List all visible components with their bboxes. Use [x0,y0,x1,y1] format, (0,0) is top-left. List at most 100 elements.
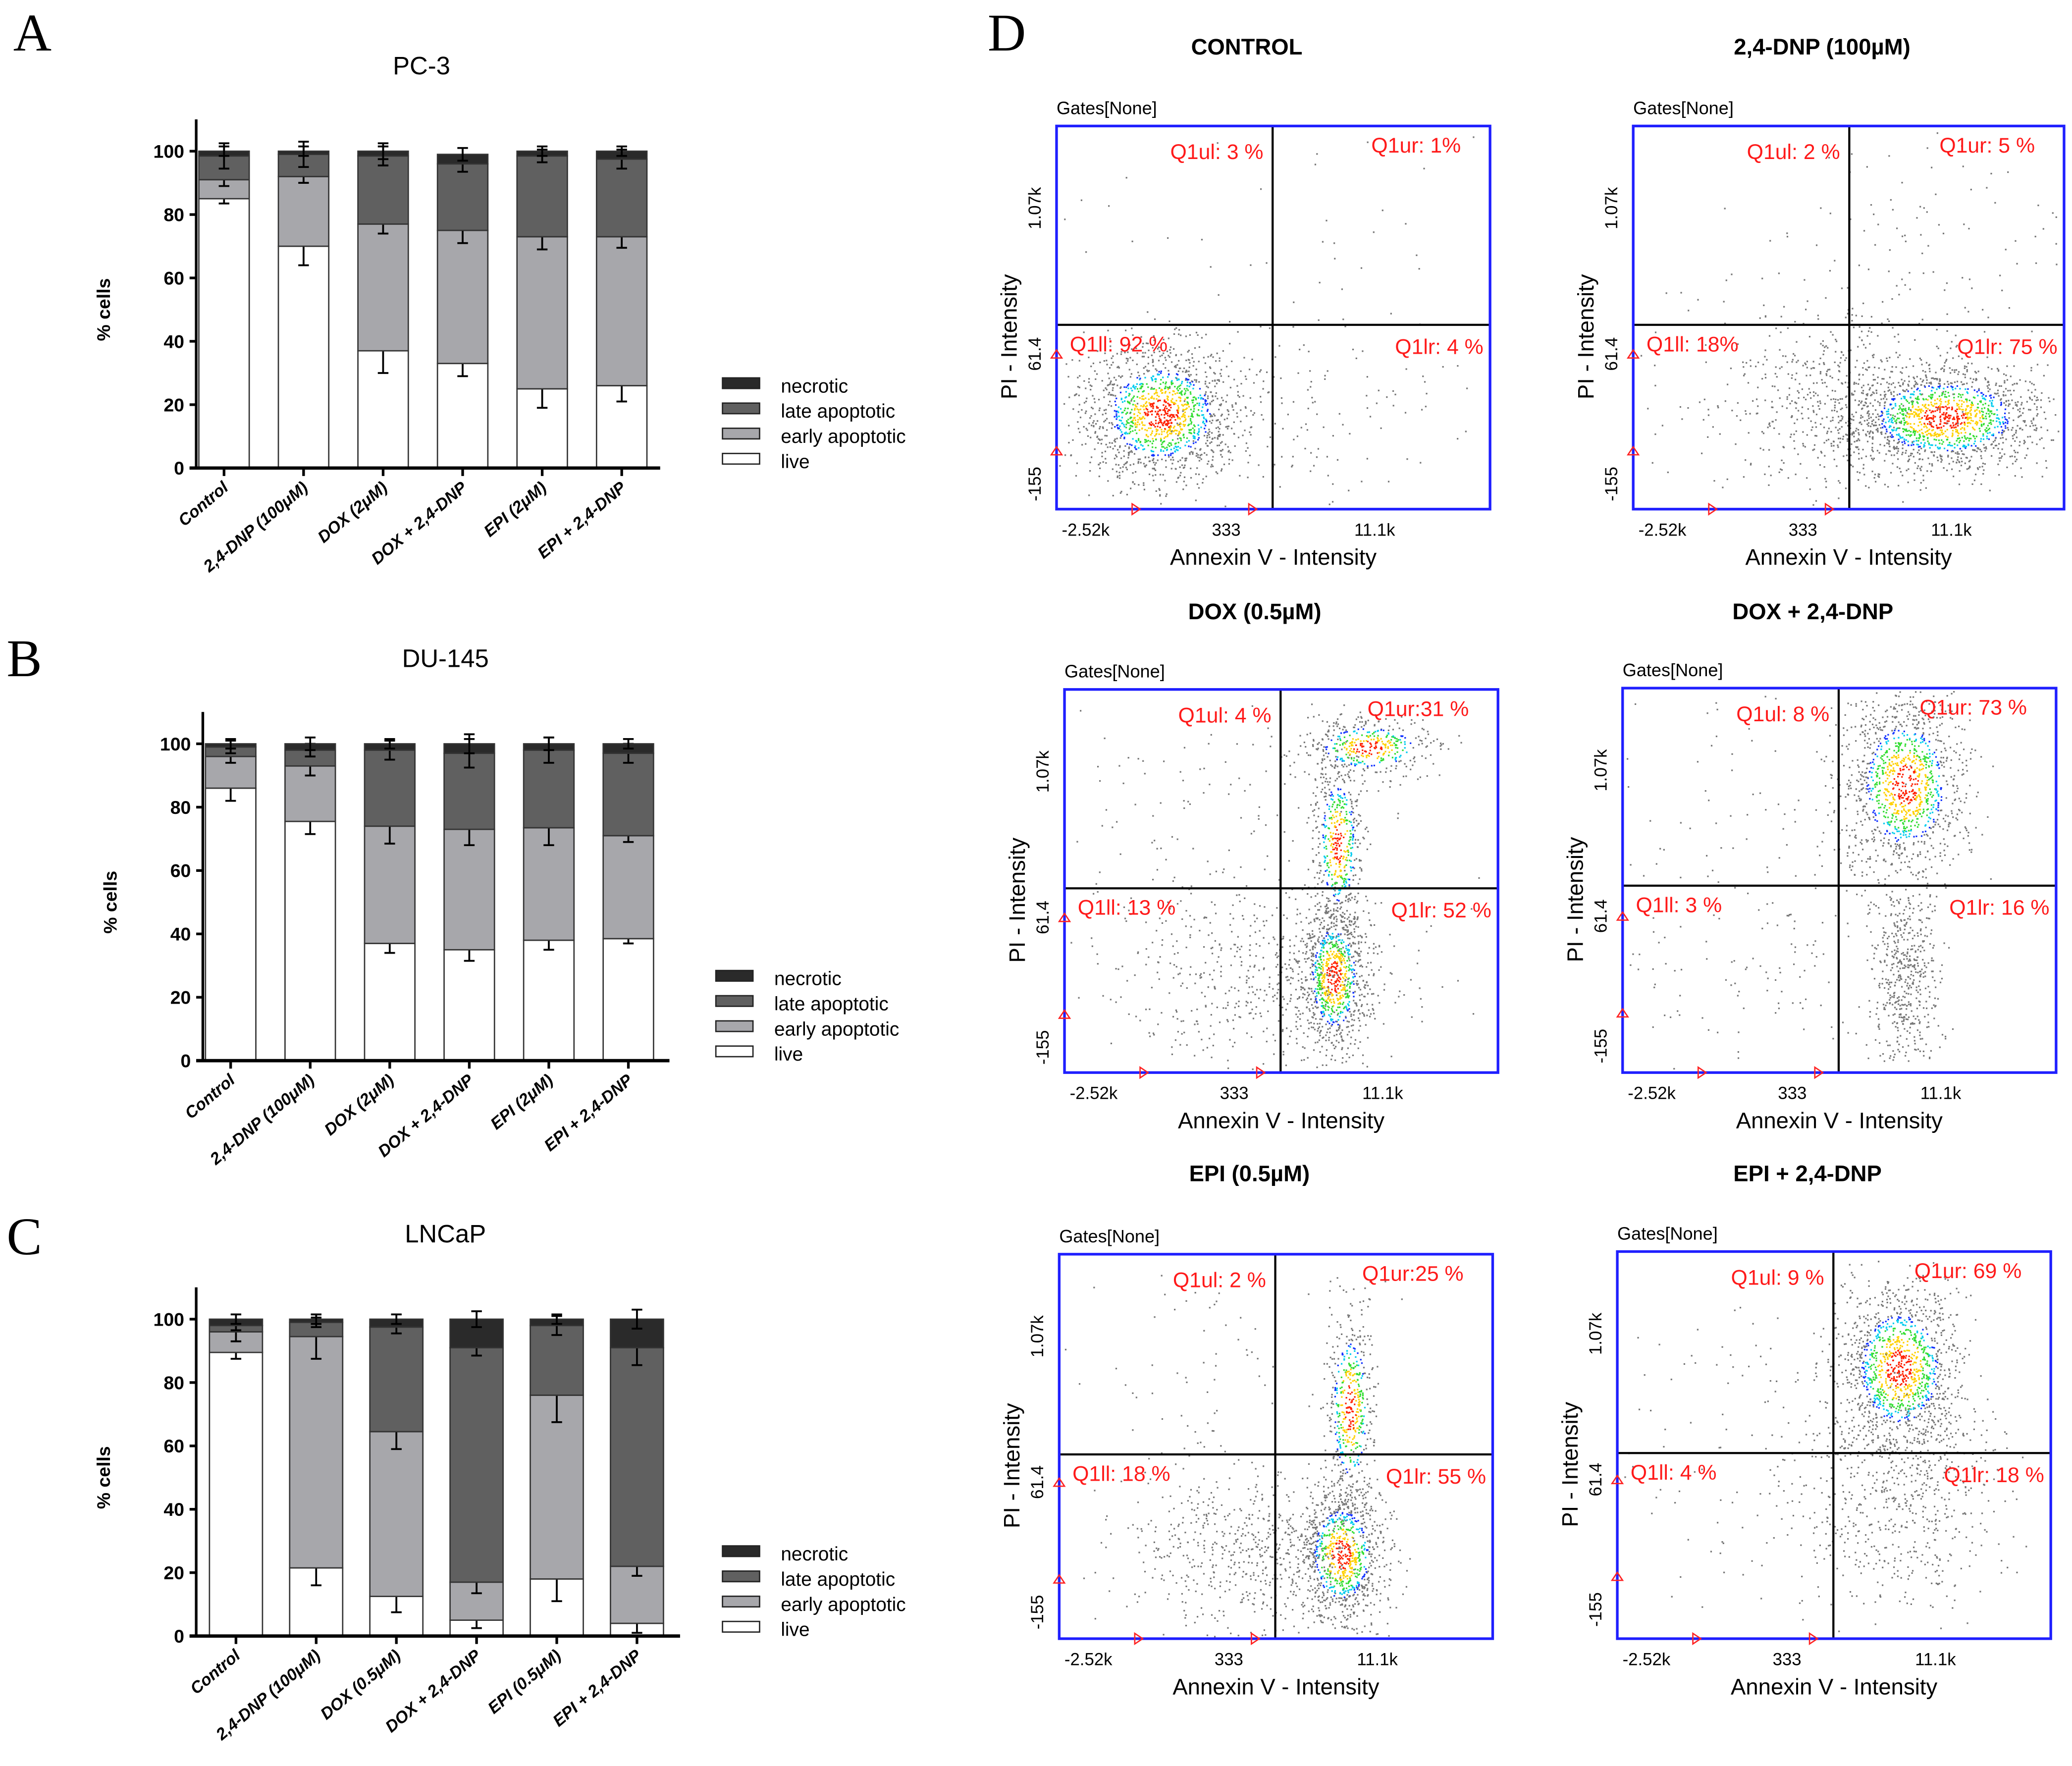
event-dot [1887,436,1889,438]
event-dot [2039,438,2041,440]
event-dot [1921,417,1923,419]
event-dot [1308,957,1310,959]
event-dot [1996,420,1998,422]
event-dot [1901,410,1903,412]
event-dot [1178,424,1180,426]
event-dot [1129,425,1131,427]
event-dot [1370,962,1372,963]
event-dot [1316,995,1318,997]
event-dot [1302,952,1304,954]
event-dot [1167,396,1169,398]
event-dot [1768,449,1770,451]
event-dot [1333,983,1335,985]
event-dot [1963,383,1965,385]
event-dot [1989,400,1991,402]
event-dot [1102,461,1104,463]
event-dot [1186,388,1188,390]
event-dot [1972,420,1974,422]
event-dot [1943,467,1945,469]
event-dot [1890,371,1892,373]
event-dot [1147,356,1150,358]
event-dot [1914,432,1916,434]
event-dot [1359,878,1361,880]
stacked-bar [449,1310,504,1637]
event-dot [1764,349,1766,351]
event-dot [1942,232,1945,234]
event-dot [1935,193,1937,195]
event-dot [2004,412,2006,415]
event-dot [1859,336,1860,338]
event-dot [1986,435,1988,437]
event-dot [2022,420,2024,422]
event-dot [1781,469,1783,471]
event-dot [1980,440,1982,442]
event-dot [1968,467,1970,469]
event-dot [1908,385,1910,387]
event-dot [1927,404,1929,406]
event-dot [1369,988,1371,990]
event-dot [1749,413,1751,415]
event-dot [1207,395,1209,397]
event-dot [2020,467,2022,469]
y-tick-label: 61.4 [1602,337,1621,371]
event-dot [1772,406,1774,408]
event-dot [1209,402,1211,404]
event-dot [1895,429,1897,431]
event-dot [1316,801,1319,803]
event-dot [1326,961,1328,963]
event-dot [1126,461,1128,463]
event-dot [1127,360,1129,362]
event-dot [1124,407,1126,409]
event-dot [1867,422,1870,424]
event-dot [1911,387,1913,389]
event-dot [1991,455,1993,457]
event-dot [1893,395,1895,397]
event-dot [1938,382,1940,384]
flow-plot-title: 2,4-DNP (100µM) [1734,34,1911,59]
event-dot [1954,369,1956,371]
event-dot [2016,383,2018,385]
event-dot [1120,397,1122,400]
event-dot [1326,908,1328,910]
event-dot [1192,387,1194,390]
event-dot [1136,363,1138,366]
event-dot [1116,367,1118,369]
event-dot [1127,387,1129,389]
legend-label: necrotic [774,968,842,990]
event-dot [1354,943,1356,945]
event-dot [1360,951,1362,953]
event-dot [1323,925,1326,928]
event-dot [1951,406,1953,408]
event-dot [1931,394,1933,396]
event-dot [1159,399,1161,401]
event-dot [1183,409,1185,411]
event-dot [1116,416,1118,418]
event-dot [1883,418,1885,420]
event-dot [1873,367,1876,369]
event-dot [1155,462,1157,464]
event-dot [1367,1037,1369,1039]
event-dot [1317,991,1320,993]
event-dot [1162,474,1164,476]
event-dot [1883,444,1885,447]
event-dot [1881,378,1883,380]
event-dot [1985,448,1987,450]
event-dot [1901,278,1903,280]
event-dot [1172,390,1174,392]
event-dot [1946,282,1948,284]
event-dot [1863,420,1866,422]
event-dot [1145,433,1148,436]
event-dot [1907,440,1909,442]
event-dot [1195,374,1198,375]
event-dot [1108,393,1110,395]
event-dot [1086,397,1088,399]
event-dot [1912,403,1913,405]
event-dot [1958,393,1960,395]
event-dot [1931,463,1933,465]
event-dot [1775,366,1777,368]
event-dot [1139,408,1141,410]
bar-segment-late-apoptotic [610,1347,664,1567]
event-dot [1948,407,1950,409]
event-dot [1234,445,1236,447]
event-dot [1134,419,1136,421]
